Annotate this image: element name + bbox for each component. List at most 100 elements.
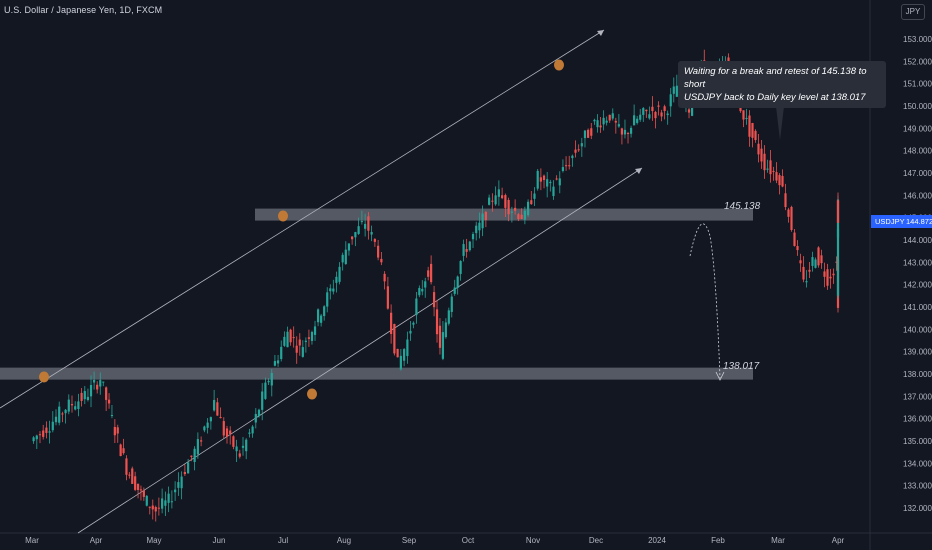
candle-down: [754, 130, 757, 141]
candle-up: [648, 114, 651, 119]
candle-down: [539, 177, 542, 182]
candle-up: [510, 211, 513, 213]
candle-down: [377, 245, 380, 258]
candle-down: [154, 507, 157, 512]
candle-up: [323, 306, 326, 317]
candle-up: [187, 462, 190, 474]
candle-up: [690, 100, 694, 116]
candle-down: [836, 200, 840, 223]
price-tick-label: 153.000: [903, 35, 932, 44]
currency-selector[interactable]: JPY: [901, 4, 925, 20]
candle-up: [283, 336, 286, 346]
candle-up: [478, 222, 481, 231]
candle-up: [83, 391, 86, 400]
candle-down: [587, 129, 590, 138]
candle-down: [651, 106, 654, 112]
note-callout-tail: [775, 98, 785, 140]
candle-up: [102, 381, 105, 383]
candle-up: [546, 179, 549, 187]
price-tick-label: 134.000: [903, 459, 932, 468]
candle-up: [254, 413, 257, 423]
candle-up: [344, 249, 347, 265]
candle-up: [611, 113, 614, 119]
candle-down: [225, 428, 229, 437]
candle-up: [89, 385, 93, 397]
candle-down: [128, 474, 131, 476]
candle-down: [142, 490, 145, 497]
candle-up: [456, 276, 459, 289]
candle-up: [357, 226, 360, 234]
candle-down: [216, 402, 219, 416]
candle-up: [642, 108, 645, 115]
candle-down: [504, 195, 507, 208]
candle-down: [590, 128, 593, 136]
candle-down: [151, 505, 154, 510]
candle-down: [808, 269, 811, 272]
candle-down: [645, 109, 648, 112]
candle-up: [320, 315, 323, 323]
candle-up: [593, 119, 596, 122]
candle-down: [608, 114, 611, 121]
candle-up: [180, 476, 183, 489]
candle-down: [430, 263, 433, 283]
candle-down: [465, 249, 468, 252]
candle-up: [261, 391, 264, 410]
resistance-zone-upper: [255, 208, 753, 221]
candle-down: [751, 123, 754, 138]
candle-up: [672, 86, 675, 94]
candle-down: [70, 404, 74, 406]
candle-up: [273, 361, 277, 366]
candle-up: [77, 401, 80, 409]
candle-down: [577, 149, 580, 151]
candle-down: [626, 133, 630, 135]
candle-up: [257, 409, 261, 417]
candle-down: [760, 148, 763, 162]
candle-down: [80, 392, 83, 401]
price-tick-label: 141.000: [903, 303, 932, 312]
candle-up: [412, 322, 415, 325]
candle-up: [669, 94, 672, 107]
upper-level-label: 145.138: [724, 201, 761, 212]
candle-down: [116, 427, 119, 434]
candle-down: [200, 440, 203, 442]
candle-up: [623, 129, 627, 135]
candle-down: [373, 239, 376, 242]
candle-down: [229, 430, 232, 434]
time-tick-label: Sep: [402, 536, 417, 545]
candle-up: [354, 232, 357, 238]
price-tick-label: 132.000: [903, 504, 932, 513]
price-tick-label: 147.000: [903, 169, 932, 178]
candle-up: [596, 120, 599, 128]
candle-down: [568, 165, 571, 167]
candle-up: [447, 310, 450, 324]
candle-down: [107, 399, 111, 404]
candle-up: [409, 330, 412, 334]
price-tick-label: 135.000: [903, 437, 932, 446]
candle-down: [757, 143, 760, 155]
candle-down: [663, 106, 666, 112]
candle-down: [484, 211, 487, 221]
candle-up: [497, 189, 500, 197]
candle-up: [453, 287, 456, 294]
trade-note-line-2: USDJPY back to Daily key level at 138.01…: [684, 92, 866, 103]
swing-point-marker: [278, 210, 288, 222]
candle-down: [122, 448, 125, 454]
trade-note: Waiting for a break and retest of 145.13…: [678, 61, 886, 108]
candle-up: [475, 225, 478, 234]
candle-down: [292, 337, 295, 339]
candle-down: [232, 436, 235, 447]
candle-up: [280, 346, 283, 360]
price-tick-label: 140.000: [903, 325, 932, 334]
candle-up: [93, 379, 96, 383]
swing-point-marker: [39, 371, 49, 383]
price-tick-label: 133.000: [903, 482, 932, 491]
candle-down: [599, 125, 602, 128]
candle-up: [304, 340, 307, 343]
candle-down: [136, 483, 140, 490]
candle-up: [811, 257, 814, 266]
candle-up: [48, 431, 51, 433]
price-tick-label: 150.000: [903, 102, 932, 111]
projection-arrowhead: [715, 371, 725, 381]
candle-down: [351, 236, 354, 240]
candle-down: [38, 434, 42, 436]
